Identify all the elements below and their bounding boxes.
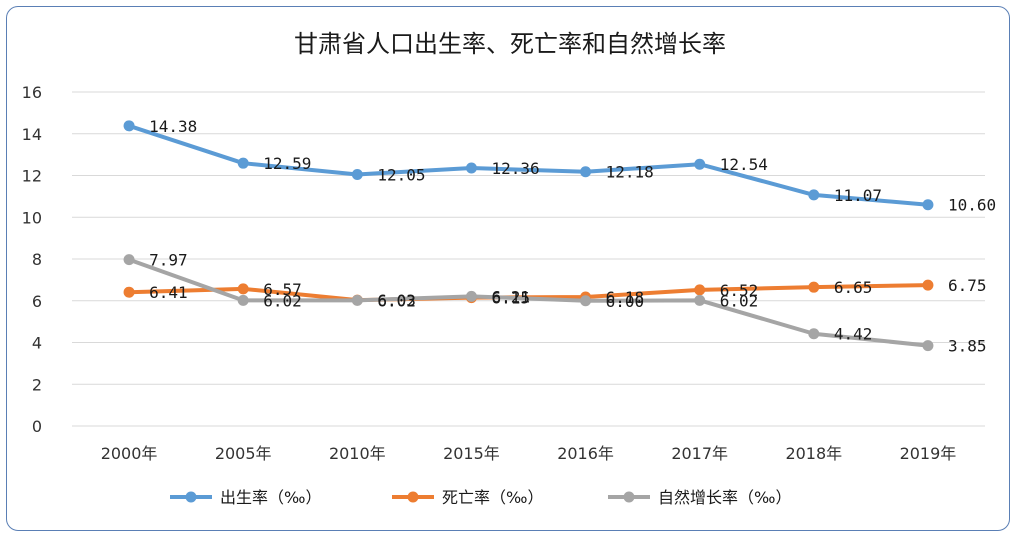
y-tick-label: 0 [32, 417, 42, 436]
y-tick-label: 2 [32, 375, 42, 394]
data-point [694, 158, 706, 170]
data-label: 14.38 [149, 117, 197, 136]
y-tick-label: 8 [32, 250, 42, 269]
data-point [351, 294, 363, 306]
grid-lines [72, 91, 985, 427]
y-tick-label: 12 [22, 167, 42, 186]
data-label: 12.54 [720, 155, 768, 174]
data-label: 12.18 [606, 163, 654, 182]
data-label: 7.97 [149, 251, 188, 270]
data-label: 12.59 [263, 154, 311, 173]
data-labels: 14.38 12.59 12.05 12.36 12.18 12.54 11.07 10.60… [149, 117, 996, 356]
data-point [237, 283, 249, 295]
x-tick-label: 2018年 [785, 444, 842, 463]
legend-marker [407, 491, 419, 503]
data-point [123, 254, 135, 266]
legend-item: 出生率（‰） [170, 488, 321, 507]
data-point [922, 340, 934, 352]
legend-item: 自然增长率（‰） [608, 488, 791, 507]
data-label: 6.52 [720, 281, 759, 300]
data-label: 6.03 [377, 291, 416, 310]
data-label: 6.02 [263, 291, 302, 310]
data-label: 12.05 [377, 165, 425, 184]
x-tick-label: 2010年 [329, 444, 386, 463]
data-label: 6.02 [377, 291, 416, 310]
data-label: 10.60 [948, 196, 996, 215]
legend-label: 出生率（‰） [220, 488, 321, 507]
x-tick-label: 2000年 [101, 444, 158, 463]
data-label: 6.57 [263, 280, 302, 299]
data-point [237, 157, 249, 169]
data-label: 6.00 [606, 292, 645, 311]
data-label: 6.75 [948, 276, 987, 295]
legend: 出生率（‰） 死亡率（‰） 自然增长率（‰） [170, 488, 791, 507]
data-point [922, 279, 934, 291]
data-point [808, 281, 820, 293]
data-label: 6.18 [606, 288, 645, 307]
legend-label: 自然增长率（‰） [658, 488, 791, 507]
chart-title: 甘肃省人口出生率、死亡率和自然增长率 [294, 30, 726, 58]
data-point [237, 294, 249, 306]
y-tick-label: 16 [22, 83, 42, 102]
data-point [465, 290, 477, 302]
legend-marker [623, 491, 635, 503]
data-point [694, 284, 706, 296]
x-tick-label: 2015年 [443, 444, 500, 463]
data-point [123, 120, 135, 132]
y-tick-label: 10 [22, 208, 42, 227]
x-tick-label: 2019年 [900, 444, 957, 463]
legend-marker [185, 491, 197, 503]
series-group [123, 120, 934, 352]
legend-item: 死亡率（‰） [392, 488, 543, 507]
series-line [127, 257, 930, 348]
data-point [580, 166, 592, 178]
data-label: 12.36 [491, 159, 539, 178]
data-label: 11.07 [834, 186, 882, 205]
y-axis-ticks: 0 2 4 6 8 10 12 14 16 [22, 83, 42, 436]
series-line [127, 123, 930, 207]
data-point [808, 328, 820, 340]
data-label: 6.21 [491, 287, 530, 306]
x-axis-ticks: 2000年 2005年 2010年 2015年 2016年 2017年 2018年 2019年 [101, 444, 957, 463]
y-tick-label: 4 [32, 334, 42, 353]
x-tick-label: 2016年 [557, 444, 614, 463]
data-label: 3.85 [948, 337, 987, 356]
data-point [351, 168, 363, 180]
data-point [694, 294, 706, 306]
data-point [123, 286, 135, 298]
data-label: 6.41 [149, 283, 188, 302]
data-label: 6.15 [491, 289, 530, 308]
y-tick-label: 6 [32, 292, 42, 311]
data-point [922, 199, 934, 211]
data-label: 6.65 [834, 278, 873, 297]
data-point [808, 189, 820, 201]
data-label: 4.42 [834, 325, 873, 344]
y-tick-label: 14 [22, 125, 42, 144]
legend-label: 死亡率（‰） [442, 488, 543, 507]
x-tick-label: 2017年 [671, 444, 728, 463]
data-label: 6.02 [720, 291, 759, 310]
x-tick-label: 2005年 [215, 444, 272, 463]
data-point [465, 162, 477, 174]
chart-frame [6, 6, 1010, 531]
data-point [580, 295, 592, 307]
